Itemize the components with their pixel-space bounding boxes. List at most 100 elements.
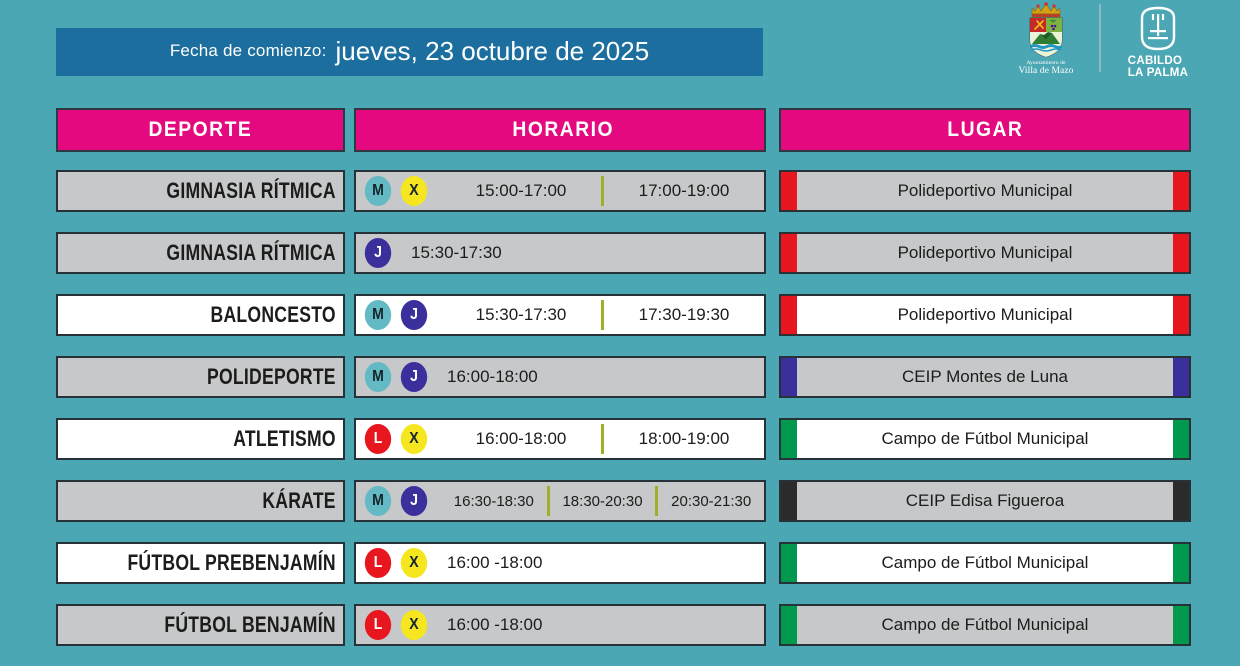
lugar-cell: Polideportivo Municipal [779,170,1191,212]
venue-color-bar-right [1173,296,1189,334]
day-badge-x-icon: X [400,610,428,640]
time-slot-group: 16:00-18:00 18:00-19:00 [441,420,764,458]
venue-color-bar-left [781,544,797,582]
venue-color-bar-left [781,482,797,520]
day-badge-j-icon: J [400,300,428,330]
column-header-horario-label: HORARIO [512,118,615,141]
lugar-label: CEIP Montes de Luna [901,367,1068,386]
time-slot: 15:30-17:30 [411,243,502,262]
horario-cell: L X 16:00-18:00 18:00-19:00 [354,418,766,460]
time-slot: 20:30-21:30 [671,492,752,510]
table-row: GIMNASIA RÍTMICA M X 15:00-17:00 17:00-19:00… [0,170,1240,212]
time-slot-group: 15:00-17:00 17:00-19:00 [441,172,764,210]
deporte-label: FÚTBOL PREBENJAMÍN [127,550,336,575]
ayuntamiento-caption-small: Ayuntamiento de [1026,60,1066,66]
slot-divider [601,176,604,206]
start-date-banner: Fecha de comienzo: jueves, 23 octubre de… [56,28,763,76]
venue-color-bar-left [781,606,797,644]
column-header-deporte-label: DEPORTE [148,118,253,141]
day-badge-l-icon: L [364,424,392,454]
lugar-cell: CEIP Montes de Luna [779,356,1191,398]
venue-color-bar-right [1173,420,1189,458]
slot-divider [655,486,659,516]
venue-color-bar-left [781,296,797,334]
day-badge-m-icon: M [364,300,392,330]
time-slot: 18:30-20:30 [562,492,643,510]
table-row: GIMNASIA RÍTMICA J 15:30-17:30 Polideportiv… [0,232,1240,274]
venue-color-bar-right [1173,482,1189,520]
deporte-label: KÁRATE [262,488,336,513]
deporte-label: ATLETISMO [233,426,336,451]
deporte-label: GIMNASIA RÍTMICA [166,240,336,265]
coat-of-arms-icon [1022,2,1070,60]
slot-divider [601,300,604,330]
cabildo-wordmark: CABILDO LA PALMA [1128,55,1189,79]
venue-color-bar-left [781,420,797,458]
day-badge-j-icon: J [364,238,392,268]
day-badge-l-icon: L [364,548,392,578]
day-badge-m-icon: M [364,362,392,392]
deporte-cell: GIMNASIA RÍTMICA [56,232,345,274]
slot-divider [601,424,604,454]
cabildo-line-1: CABILDO [1127,55,1183,67]
lugar-label: Campo de Fútbol Municipal [881,429,1089,448]
deporte-cell: BALONCESTO [56,294,345,336]
time-slot: 17:00-19:00 [638,181,730,200]
venue-color-bar-right [1173,234,1189,272]
column-header-lugar: LUGAR [779,108,1191,152]
deporte-label: POLIDEPORTE [207,364,336,389]
day-badge-m-icon: M [364,176,392,206]
horario-cell: L X 16:00 -18:00 [354,604,766,646]
day-badge-j-icon: J [400,362,428,392]
time-slot: 16:00 -18:00 [447,615,543,634]
table-row: BALONCESTO M J 15:30-17:30 17:30-19:30 Polide… [0,294,1240,336]
lugar-label: Polideportivo Municipal [897,243,1073,262]
time-slot-group: 15:30-17:30 [405,234,764,272]
venue-color-bar-left [781,172,797,210]
venue-color-bar-right [1173,358,1189,396]
ayuntamiento-caption: Ayuntamiento de Villa de Mazo [1018,60,1073,76]
day-badge-group: J [363,238,399,268]
deporte-label: FÚTBOL BENJAMÍN [164,612,336,637]
column-header-horario: HORARIO [354,108,766,152]
time-slot: 17:30-19:30 [638,305,730,324]
cabildo-shield-icon [1137,6,1179,52]
table-row: FÚTBOL BENJAMÍN L X 16:00 -18:00 Campo de Fú… [0,604,1240,646]
horario-cell: J 15:30-17:30 [354,232,766,274]
table-row: ATLETISMO L X 16:00-18:00 18:00-19:00 Campo d… [0,418,1240,460]
time-slot: 15:00-17:00 [475,181,567,200]
horario-cell: L X 16:00 -18:00 [354,542,766,584]
venue-color-bar-right [1173,606,1189,644]
column-header-deporte: DEPORTE [56,108,345,152]
time-slot: 15:30-17:30 [475,305,567,324]
horario-cell: M J 16:00-18:00 [354,356,766,398]
lugar-cell: Campo de Fútbol Municipal [779,418,1191,460]
time-slot: 16:30-18:30 [453,492,534,510]
lugar-cell: Polideportivo Municipal [779,232,1191,274]
table-row: FÚTBOL PREBENJAMÍN L X 16:00 -18:00 Campo de… [0,542,1240,584]
day-badge-x-icon: X [400,424,428,454]
cabildo-la-palma-logo: CABILDO LA PALMA [1120,0,1196,79]
horario-cell: M J 16:30-18:30 18:30-20:30 20:30-21:30 [354,480,766,522]
logo-group: Ayuntamiento de Villa de Mazo CABILDO LA… [1009,0,1196,86]
lugar-cell: Polideportivo Municipal [779,294,1191,336]
deporte-cell: FÚTBOL PREBENJAMÍN [56,542,345,584]
time-slot: 16:00 -18:00 [447,553,543,572]
deporte-cell: FÚTBOL BENJAMÍN [56,604,345,646]
lugar-label: Polideportivo Municipal [897,305,1073,324]
lugar-label: Campo de Fútbol Municipal [881,553,1089,572]
lugar-cell: Campo de Fútbol Municipal [779,542,1191,584]
horario-cell: M J 15:30-17:30 17:30-19:30 [354,294,766,336]
lugar-label: Polideportivo Municipal [897,181,1073,200]
day-badge-x-icon: X [400,548,428,578]
column-header-lugar-label: LUGAR [946,118,1024,141]
day-badge-m-icon: M [364,486,392,516]
time-slot-group: 16:00 -18:00 [441,544,764,582]
logo-divider [1099,4,1101,72]
